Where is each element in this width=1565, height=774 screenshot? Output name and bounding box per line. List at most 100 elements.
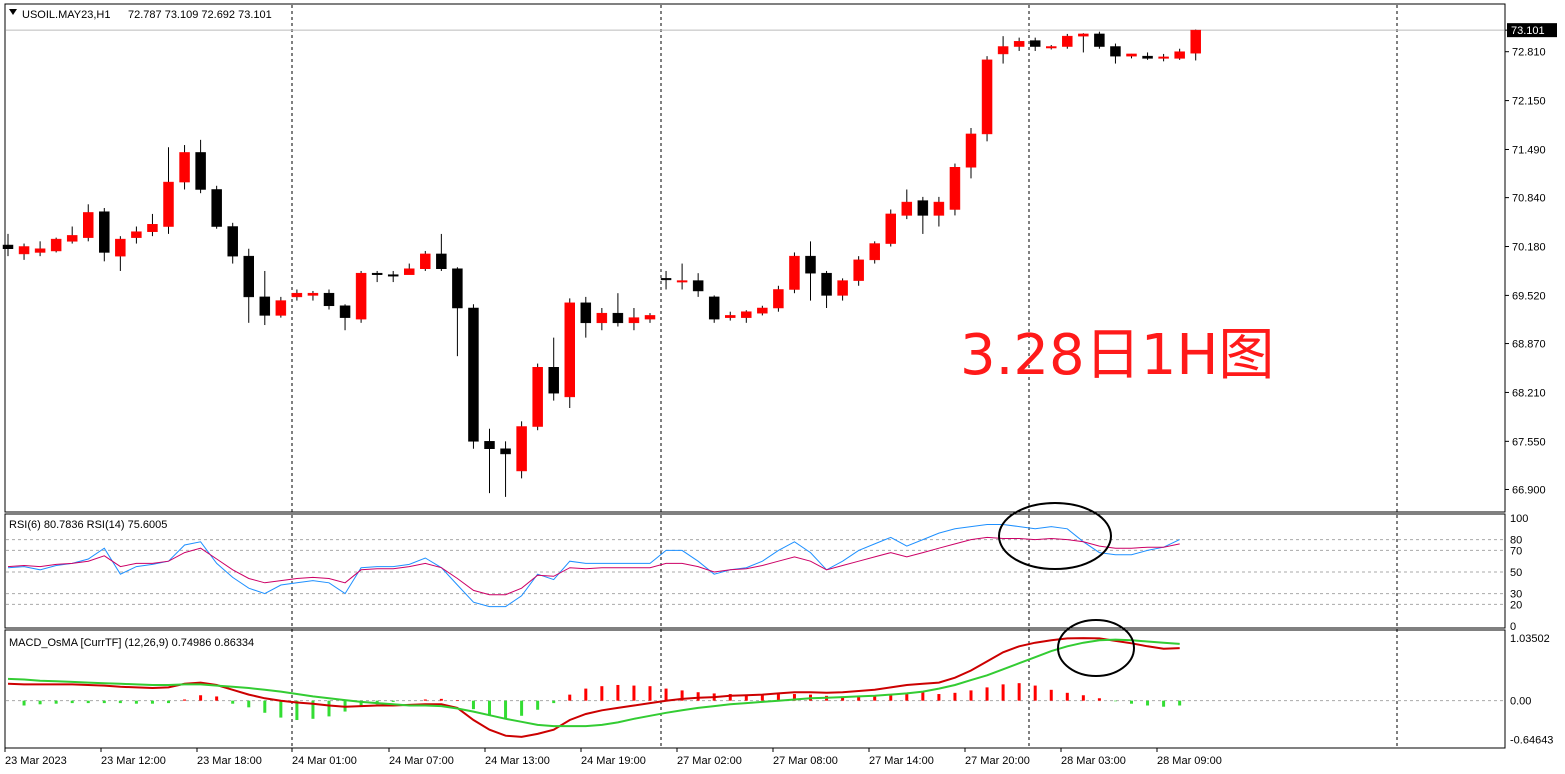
candle-body bbox=[981, 59, 993, 135]
candle-body bbox=[692, 280, 704, 292]
candle-body bbox=[387, 274, 399, 277]
time-tick-label: 27 Mar 08:00 bbox=[773, 755, 838, 767]
candle-body bbox=[323, 292, 335, 307]
candle-body bbox=[468, 307, 479, 442]
candle-body bbox=[580, 302, 592, 324]
candle-body bbox=[307, 292, 319, 296]
candle-body bbox=[933, 201, 945, 216]
macd-tick-label: 1.03502 bbox=[1510, 633, 1550, 645]
candle-body bbox=[548, 367, 559, 394]
price-panel[interactable] bbox=[4, 3, 1506, 513]
candle-body bbox=[291, 292, 303, 298]
candle-body bbox=[211, 189, 222, 227]
time-tick-label: 24 Mar 07:00 bbox=[389, 755, 454, 767]
candle-body bbox=[789, 255, 800, 290]
candle-body bbox=[1190, 29, 1201, 54]
candle-body bbox=[628, 317, 640, 324]
signal-line bbox=[7, 638, 1180, 728]
candle-body bbox=[564, 302, 575, 398]
candle-body bbox=[436, 253, 447, 269]
rsi-panel[interactable] bbox=[4, 513, 1506, 629]
candle-body bbox=[195, 152, 206, 190]
candle-body bbox=[1013, 41, 1025, 47]
price-tick-label: 68.870 bbox=[1512, 339, 1546, 351]
time-tick-label: 24 Mar 01:00 bbox=[292, 755, 357, 767]
price-tick-label: 72.150 bbox=[1512, 96, 1546, 108]
candle-body bbox=[965, 133, 977, 168]
candle-body bbox=[99, 211, 110, 253]
macd-label: MACD_OsMA [CurrTF] (12,26,9) 0.74986 0.8… bbox=[9, 637, 254, 649]
candle-body bbox=[66, 235, 78, 242]
candle-body bbox=[725, 315, 736, 318]
candle-body bbox=[1062, 35, 1073, 47]
rsi-tick-label: 100 bbox=[1510, 513, 1528, 525]
macd-group bbox=[7, 637, 1182, 738]
candle-body bbox=[1142, 55, 1153, 59]
time-tick-label: 28 Mar 09:00 bbox=[1157, 755, 1222, 767]
candle-body bbox=[885, 213, 896, 244]
rsi-tick-label: 30 bbox=[1510, 589, 1522, 601]
rsi-levels bbox=[6, 29, 1504, 702]
candle-body bbox=[34, 248, 46, 253]
rsi-tick-label: 50 bbox=[1510, 567, 1522, 579]
annotation-text: 3.28日1H图 bbox=[960, 323, 1274, 388]
candle-body bbox=[420, 253, 431, 269]
candle-body bbox=[1078, 33, 1089, 37]
candle-body bbox=[532, 367, 543, 427]
candle-body bbox=[741, 311, 752, 318]
candle-body bbox=[612, 312, 624, 324]
candle-body bbox=[1158, 56, 1169, 59]
rsi14-line bbox=[7, 536, 1180, 596]
price-tick-label: 68.210 bbox=[1512, 387, 1546, 399]
axes-labels: 73.101 72.810 72.150 71.490 70.840 70.180 69.5… bbox=[4, 23, 1557, 767]
candle-body bbox=[901, 201, 913, 216]
candle-body bbox=[917, 200, 929, 216]
candle-body bbox=[83, 212, 94, 238]
price-tick-label: 66.900 bbox=[1512, 484, 1546, 496]
candle-body bbox=[1046, 46, 1057, 49]
candle-body bbox=[997, 46, 1009, 55]
candle-body bbox=[596, 312, 608, 324]
time-tick-label: 23 Mar 18:00 bbox=[197, 755, 262, 767]
price-tick-label: 70.180 bbox=[1512, 242, 1546, 254]
last-price-label: 73.101 bbox=[1511, 25, 1545, 37]
candle-body bbox=[821, 272, 832, 296]
macd-tick-label: 0.00 bbox=[1510, 696, 1531, 708]
candle-body bbox=[18, 246, 30, 255]
candle-body bbox=[757, 307, 768, 314]
rsi-tick-label: 0 bbox=[1510, 621, 1516, 633]
rsi-highlight-circle bbox=[998, 502, 1112, 570]
candle-body bbox=[275, 300, 287, 316]
candle-body bbox=[452, 268, 463, 309]
candle-body bbox=[50, 238, 62, 252]
macd-highlight-circle bbox=[1057, 619, 1135, 677]
candle-body bbox=[516, 426, 527, 472]
candle-body bbox=[404, 268, 415, 275]
ohlc-label: 72.787 73.109 72.692 73.101 bbox=[128, 9, 272, 21]
candle-body bbox=[869, 243, 880, 261]
price-tick-label: 67.550 bbox=[1512, 436, 1546, 448]
candle-body bbox=[163, 181, 174, 227]
candle-body bbox=[708, 296, 720, 320]
candle-body bbox=[500, 448, 511, 455]
candle-body bbox=[853, 259, 864, 281]
candle-body bbox=[1094, 33, 1105, 47]
candle-body bbox=[805, 255, 816, 274]
rsi-lines bbox=[7, 524, 1180, 608]
candle-body bbox=[949, 167, 961, 210]
candle-body bbox=[227, 226, 238, 257]
candle-body bbox=[1029, 40, 1041, 47]
price-tick-label: 70.840 bbox=[1512, 193, 1546, 205]
candle-body bbox=[660, 278, 672, 281]
time-tick-label: 24 Mar 19:00 bbox=[581, 755, 646, 767]
candle-body bbox=[1110, 46, 1121, 57]
candle-body bbox=[339, 305, 351, 318]
rsi6-line bbox=[7, 524, 1180, 608]
dropdown-triangle-icon[interactable] bbox=[9, 9, 17, 15]
candle-body bbox=[773, 289, 784, 309]
rsi-tick-label: 80 bbox=[1510, 535, 1522, 547]
rsi-tick-label: 70 bbox=[1510, 545, 1522, 557]
time-tick-label: 28 Mar 03:00 bbox=[1061, 755, 1126, 767]
candle-body bbox=[1174, 51, 1185, 59]
